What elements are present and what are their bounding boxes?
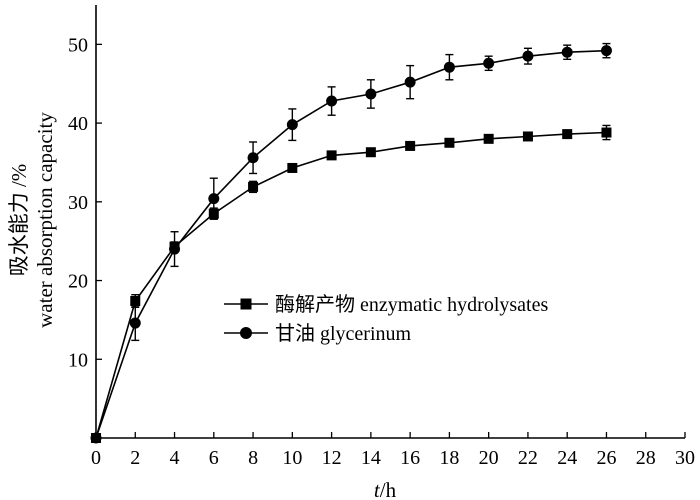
series-line bbox=[95, 131, 607, 439]
data-point bbox=[247, 152, 259, 164]
data-point bbox=[169, 243, 181, 255]
y-tick-label: 50 bbox=[68, 34, 88, 56]
data-point bbox=[287, 162, 298, 173]
data-point bbox=[286, 119, 298, 131]
x-tick-label: 26 bbox=[596, 447, 616, 469]
data-point bbox=[483, 133, 494, 144]
data-point bbox=[326, 150, 337, 161]
x-tick-label: 10 bbox=[282, 447, 302, 469]
series-square bbox=[91, 124, 612, 443]
x-tick-label: 6 bbox=[209, 447, 219, 469]
series-layer bbox=[90, 42, 612, 444]
x-tick-label: 22 bbox=[518, 447, 538, 469]
data-point bbox=[248, 181, 259, 192]
data-point bbox=[600, 45, 612, 57]
y-tick-label: 20 bbox=[68, 271, 88, 293]
legend-marker-square bbox=[240, 298, 252, 310]
data-point bbox=[561, 46, 573, 58]
y-tick-label: 10 bbox=[68, 349, 88, 371]
y-axis-title-line1: 吸水能力 /% bbox=[7, 164, 31, 277]
x-tick-label: 4 bbox=[170, 447, 180, 469]
x-tick-label: 28 bbox=[636, 447, 656, 469]
x-tick-label: 8 bbox=[248, 447, 258, 469]
data-point bbox=[483, 57, 495, 69]
data-point bbox=[326, 95, 338, 107]
legend-entry-glycerinum: 甘油 glycerinum bbox=[224, 322, 412, 345]
legend-entry-hydrolysates: 酶解产物 enzymatic hydrolysates bbox=[224, 293, 548, 316]
x-tick-label: 0 bbox=[91, 447, 101, 469]
x-tick-label: 2 bbox=[130, 447, 140, 469]
data-point bbox=[522, 50, 534, 62]
legend-marker-circle bbox=[240, 327, 252, 339]
x-tick-label: 30 bbox=[675, 447, 695, 469]
data-point bbox=[130, 296, 141, 307]
data-point bbox=[444, 137, 455, 148]
series-line bbox=[95, 49, 607, 439]
series-circle bbox=[90, 42, 612, 444]
x-tick-label: 14 bbox=[361, 447, 381, 469]
data-point bbox=[365, 88, 377, 100]
legend-label-glycerinum: 甘油 glycerinum bbox=[275, 322, 412, 345]
x-tick-label: 20 bbox=[479, 447, 499, 469]
data-point bbox=[405, 140, 416, 151]
data-point bbox=[522, 131, 533, 142]
legend-label-hydrolysates: 酶解产物 enzymatic hydrolysates bbox=[275, 293, 548, 316]
data-point bbox=[90, 432, 102, 444]
x-axis-title: t/h bbox=[374, 478, 397, 500]
data-point bbox=[129, 317, 141, 329]
legend: 酶解产物 enzymatic hydrolysates 甘油 glycerinu… bbox=[224, 293, 548, 345]
y-axis-title-line2: water absorption capacity bbox=[33, 112, 57, 328]
x-tick-label: 12 bbox=[322, 447, 342, 469]
data-point bbox=[365, 147, 376, 158]
x-axis-variable: t bbox=[374, 478, 381, 500]
y-tick-label: 40 bbox=[68, 113, 88, 135]
y-tick-label: 30 bbox=[68, 192, 88, 214]
data-point bbox=[601, 127, 612, 138]
x-tick-label: 18 bbox=[439, 447, 459, 469]
data-point bbox=[208, 193, 220, 205]
x-tick-label: 16 bbox=[400, 447, 420, 469]
data-point bbox=[404, 76, 416, 88]
data-point bbox=[562, 129, 573, 140]
x-axis-unit: /h bbox=[380, 478, 397, 500]
data-point bbox=[443, 61, 455, 73]
x-tick-label: 24 bbox=[557, 447, 577, 469]
